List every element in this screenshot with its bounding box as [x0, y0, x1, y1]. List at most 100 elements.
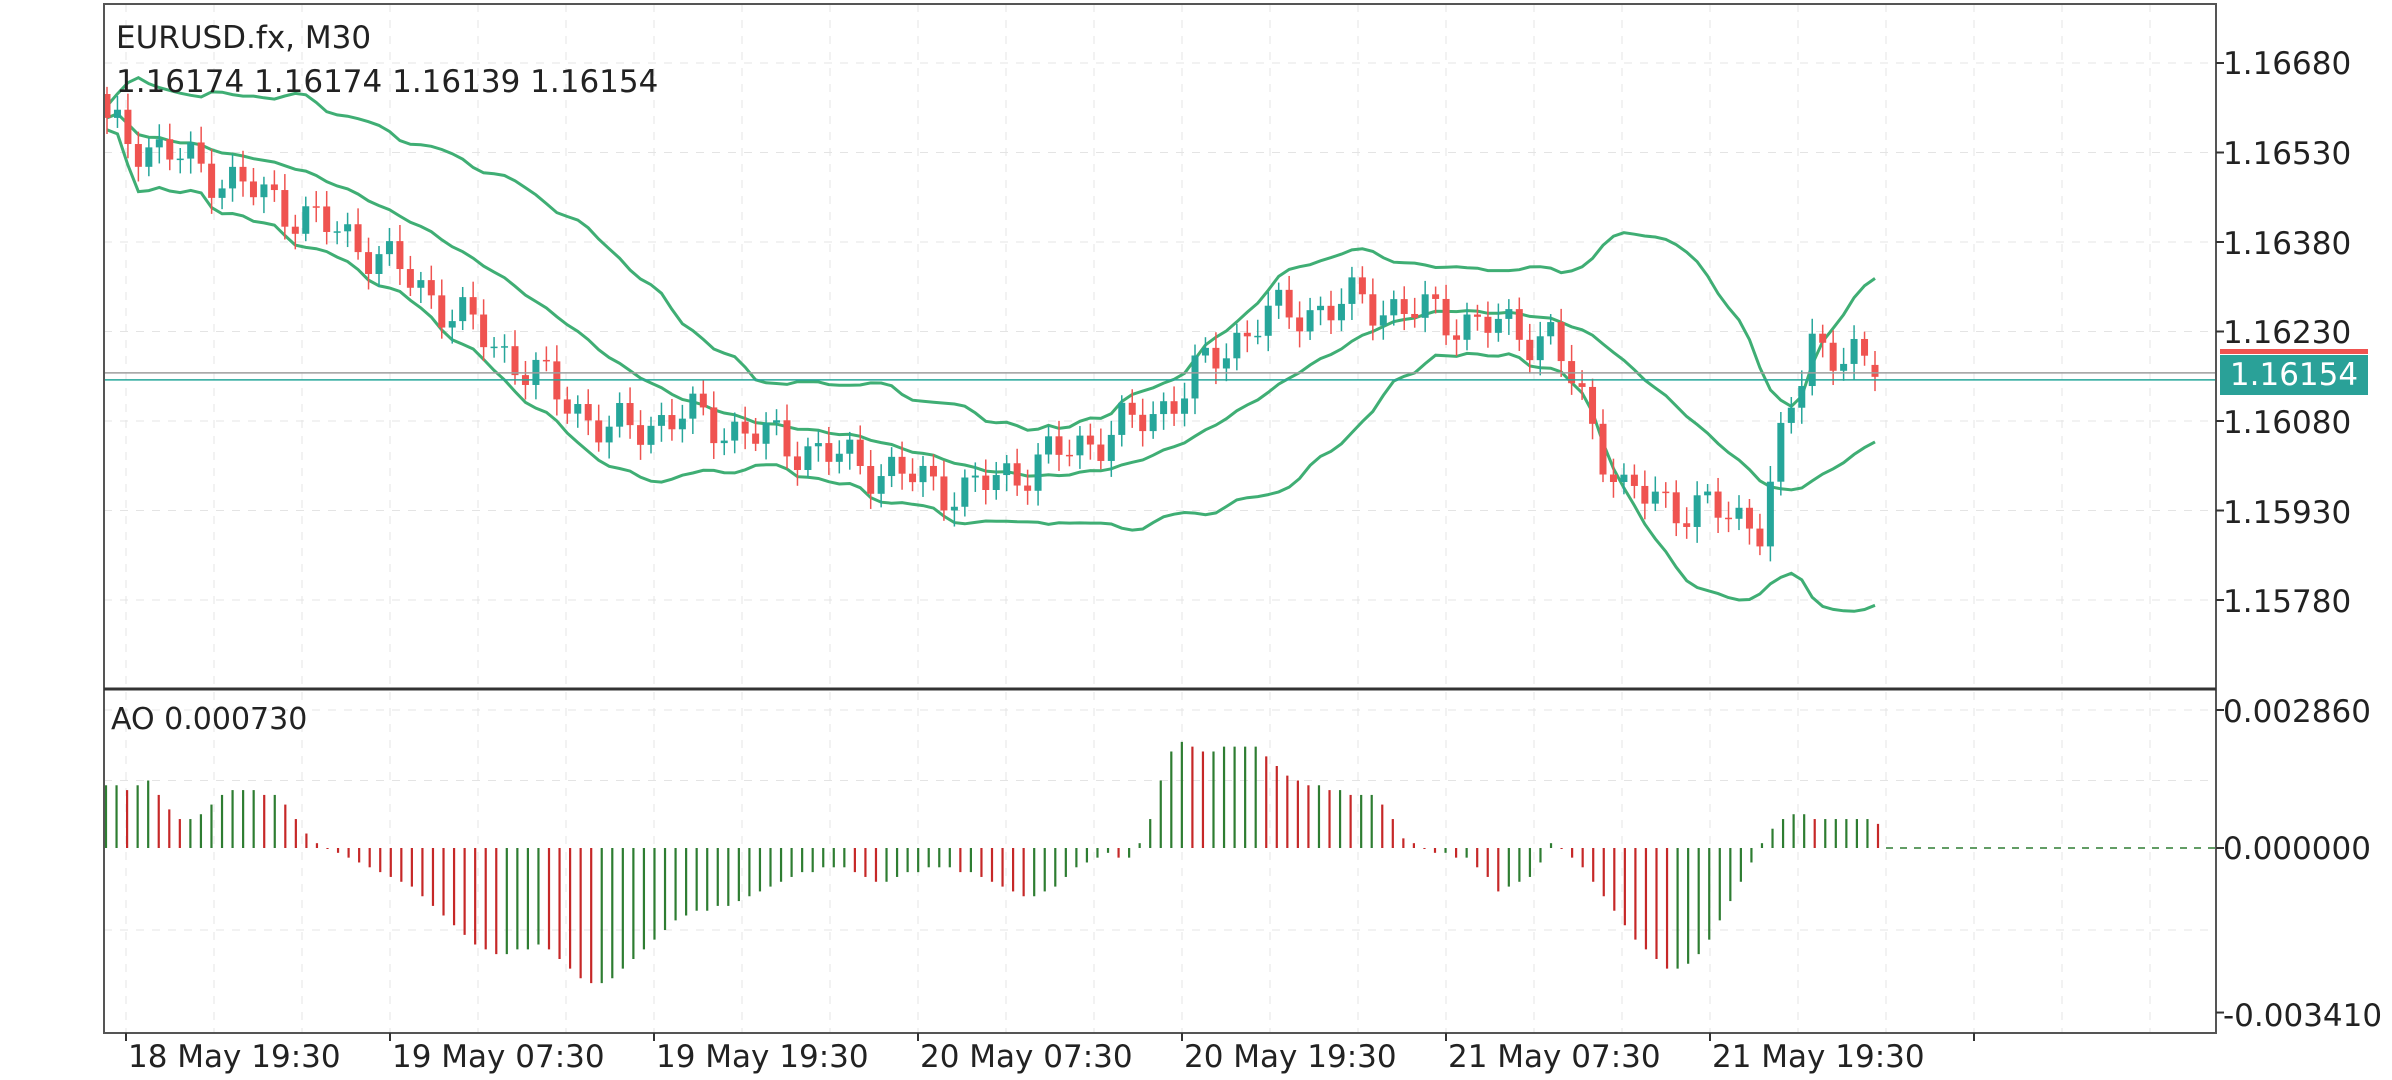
candle-body — [971, 475, 979, 478]
candle — [1296, 301, 1304, 348]
candle — [720, 428, 728, 456]
candle — [1442, 284, 1450, 345]
candle — [427, 265, 435, 309]
candle-body — [312, 206, 320, 208]
candle-body — [678, 418, 686, 430]
candle — [584, 389, 592, 436]
candle — [344, 212, 352, 248]
candle — [835, 440, 843, 474]
candle — [1641, 470, 1649, 520]
time-tick: 21 May 19:30 — [1712, 1039, 1925, 1075]
candle-body — [1254, 335, 1262, 338]
candle-body — [1369, 294, 1377, 326]
candle-body — [1024, 485, 1032, 491]
candle — [1651, 476, 1659, 512]
candle — [1526, 323, 1534, 374]
candle — [1453, 319, 1461, 356]
candle — [333, 221, 341, 245]
candle — [396, 225, 404, 285]
bollinger-middle — [106, 112, 1876, 492]
candle — [1745, 498, 1753, 545]
candle-body — [1683, 523, 1691, 527]
candle-body — [1453, 335, 1461, 340]
candle-body — [354, 224, 362, 253]
candle-body — [1045, 436, 1053, 455]
candle — [1045, 426, 1053, 464]
candle-body — [218, 188, 226, 198]
candle-body — [720, 440, 728, 444]
candle-body — [982, 475, 990, 490]
candle — [1766, 465, 1774, 562]
candle — [1609, 458, 1617, 498]
candle-body — [124, 109, 132, 145]
candle — [1704, 484, 1712, 504]
symbol-timeframe: EURUSD.fx, M30 — [116, 20, 372, 56]
candle-body — [490, 346, 498, 349]
candle — [385, 227, 393, 266]
candle-body — [1170, 401, 1178, 414]
candle — [783, 404, 791, 469]
candle — [260, 176, 268, 214]
candle — [490, 337, 498, 358]
candle — [1076, 426, 1084, 469]
candle-body — [961, 477, 969, 507]
candle — [1620, 463, 1628, 495]
candle — [1432, 286, 1440, 314]
candle — [699, 379, 707, 416]
candle — [1861, 331, 1869, 366]
price-lines — [104, 349, 2368, 381]
candle — [919, 455, 927, 497]
candlestick-series — [103, 86, 1879, 562]
candle-body — [270, 184, 278, 191]
candle-body — [166, 139, 174, 160]
candle — [1672, 480, 1680, 537]
candle — [1139, 398, 1147, 447]
candle-body — [563, 399, 571, 414]
candle — [678, 404, 686, 443]
candle — [877, 464, 885, 508]
candle — [992, 461, 1000, 500]
candle — [532, 352, 540, 400]
bollinger-upper — [105, 76, 1876, 432]
candle-body — [1714, 491, 1722, 518]
candle-body — [1651, 491, 1659, 504]
candle — [406, 255, 414, 297]
candle — [971, 462, 979, 492]
candle-body — [155, 139, 163, 148]
candle-body — [1128, 402, 1136, 415]
candle-body — [1536, 336, 1544, 361]
ao-indicator-label: AO 0.000730 — [111, 702, 308, 737]
candle-body — [1547, 322, 1555, 337]
candle — [365, 237, 373, 290]
candle-body — [1693, 495, 1701, 527]
candle — [1547, 314, 1555, 345]
candle-body — [459, 297, 467, 322]
candle — [1369, 278, 1377, 341]
ao-tick: -0.003410 — [2223, 998, 2383, 1034]
candle — [1013, 448, 1021, 496]
candle-body — [1808, 333, 1816, 387]
candle — [595, 404, 603, 452]
candle — [1463, 302, 1471, 351]
candle-body — [1578, 383, 1586, 387]
candle-body — [469, 297, 477, 315]
candle — [741, 406, 749, 450]
candle — [1589, 378, 1597, 440]
candle — [124, 93, 132, 159]
candle-body — [1055, 436, 1063, 455]
candle — [155, 124, 163, 164]
candle — [459, 286, 467, 331]
candle-body — [1337, 303, 1345, 321]
candle — [867, 450, 875, 509]
candle-body — [1484, 316, 1492, 333]
candle-body — [1065, 454, 1073, 457]
candle-body — [1003, 463, 1011, 476]
candle — [448, 309, 456, 344]
candle-body — [1181, 398, 1189, 414]
candle-body — [1641, 485, 1649, 504]
candle — [218, 179, 226, 210]
candle-body — [992, 475, 1000, 490]
candle-body — [1798, 386, 1806, 408]
candle — [626, 387, 634, 439]
